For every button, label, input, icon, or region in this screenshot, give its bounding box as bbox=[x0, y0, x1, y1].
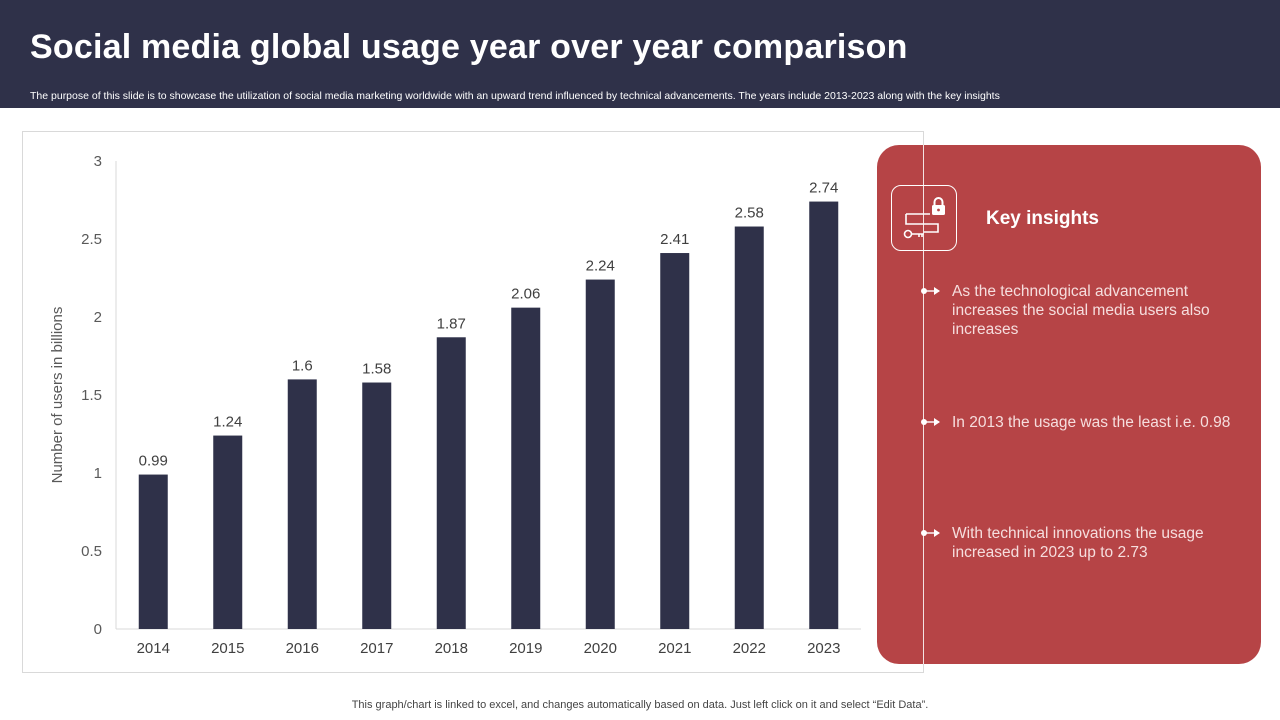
data-label: 2.41 bbox=[660, 231, 689, 248]
x-tick-label: 2017 bbox=[360, 640, 393, 657]
key-insights-title: Key insights bbox=[986, 208, 1099, 229]
x-tick-label: 2021 bbox=[658, 640, 691, 657]
bar-2018 bbox=[436, 337, 466, 629]
data-label: 2.74 bbox=[809, 180, 838, 197]
x-tick-label: 2014 bbox=[137, 640, 170, 657]
key-insights-panel bbox=[877, 145, 1261, 664]
x-tick-label: 2018 bbox=[435, 640, 468, 657]
y-tick-label: 1 bbox=[94, 465, 102, 482]
page-title: Social media global usage year over year… bbox=[30, 28, 908, 66]
data-label: 2.58 bbox=[735, 205, 764, 222]
bar-chart[interactable]: 0 0.5 1 1.5 2 2.5 3 Number of users in billions… bbox=[23, 132, 925, 674]
bar-2015 bbox=[213, 435, 243, 629]
y-tick-label: 2 bbox=[94, 309, 102, 326]
insight-text: In 2013 the usage was the least i.e. 0.9… bbox=[952, 414, 1231, 431]
x-tick-label: 2023 bbox=[807, 640, 840, 657]
bar-2014 bbox=[138, 474, 168, 629]
arrow-bullet-icon bbox=[921, 418, 940, 426]
header-banner: Social media global usage year over year… bbox=[0, 0, 1280, 108]
data-label: 0.99 bbox=[139, 453, 168, 470]
bar-2016 bbox=[287, 379, 317, 629]
bar-2023 bbox=[809, 201, 839, 629]
bar-2022 bbox=[734, 226, 764, 629]
page-subtitle: The purpose of this slide is to showcase… bbox=[30, 90, 1000, 102]
x-tick-label: 2020 bbox=[584, 640, 617, 657]
data-label: 1.6 bbox=[292, 357, 313, 374]
x-tick-label: 2015 bbox=[211, 640, 244, 657]
y-tick-label: 3 bbox=[94, 153, 102, 170]
insight-text: With technical innovations the usage inc… bbox=[952, 525, 1204, 561]
insight-text: As the technological advancement increas… bbox=[952, 283, 1210, 338]
x-tick-label: 2016 bbox=[286, 640, 319, 657]
arrow-bullet-icon bbox=[921, 287, 940, 295]
y-tick-label: 0.5 bbox=[81, 543, 102, 560]
y-tick-label: 0 bbox=[94, 621, 102, 638]
data-label: 2.06 bbox=[511, 286, 540, 303]
data-label: 1.87 bbox=[437, 315, 466, 332]
y-tick-label: 1.5 bbox=[81, 387, 102, 404]
data-label: 2.24 bbox=[586, 258, 615, 275]
panel-divider-line bbox=[923, 145, 924, 664]
footer-note: This graph/chart is linked to excel, and… bbox=[351, 699, 929, 711]
x-tick-label: 2019 bbox=[509, 640, 542, 657]
chart-container[interactable]: 0 0.5 1 1.5 2 2.5 3 Number of users in billions… bbox=[22, 131, 924, 673]
bar-2020 bbox=[585, 279, 615, 629]
x-tick-label: 2022 bbox=[733, 640, 766, 657]
bar-2017 bbox=[362, 382, 392, 629]
arrow-bullet-icon bbox=[921, 529, 940, 537]
y-tick-label: 2.5 bbox=[81, 231, 102, 248]
lock-key-icon bbox=[891, 185, 957, 251]
bar-2021 bbox=[660, 253, 690, 629]
data-label: 1.58 bbox=[362, 361, 391, 378]
y-axis-title: Number of users in billions bbox=[49, 307, 66, 484]
data-label: 1.24 bbox=[213, 414, 242, 431]
bar-2019 bbox=[511, 307, 541, 629]
